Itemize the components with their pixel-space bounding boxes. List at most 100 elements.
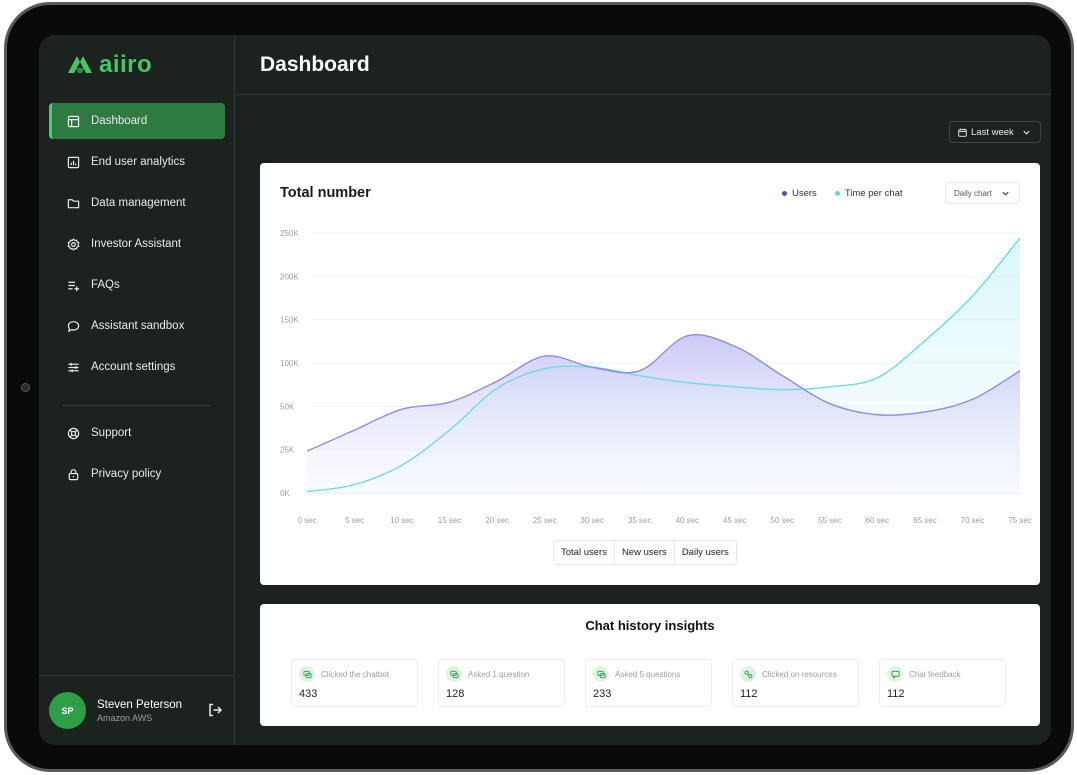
stat-value: 112	[887, 688, 905, 700]
chart-type-select[interactable]: Daily chart	[945, 182, 1020, 204]
sidebar-item-privacy-policy[interactable]: Privacy policy	[49, 456, 225, 492]
x-tick-label: 20 sec	[485, 516, 509, 525]
sidebar-item-support[interactable]: Support	[49, 415, 225, 451]
stat-value: 128	[446, 688, 465, 700]
lock-icon	[68, 468, 79, 480]
sidebar-item-label: FAQs	[91, 279, 120, 291]
y-tick-label: 250K	[280, 229, 299, 238]
x-tick-label: 60 sec	[866, 516, 890, 525]
link-icon	[740, 666, 756, 682]
area-users	[307, 334, 1020, 493]
chat-bubble-icon	[593, 666, 609, 682]
date-range-select[interactable]: Last week	[949, 121, 1041, 143]
chevron-down-icon	[1002, 191, 1009, 196]
sliders-icon	[68, 362, 79, 372]
folder-icon	[67, 198, 80, 208]
sidebar-item-label: Assistant sandbox	[91, 320, 185, 332]
x-tick-label: 65 sec	[913, 516, 937, 525]
legend-label: Users	[792, 188, 817, 199]
sidebar-nav: Dashboard End user analytics Data manage…	[49, 103, 225, 390]
stat-head: Asked 5 questions	[593, 666, 704, 682]
sidebar-item-account-settings[interactable]: Account settings	[49, 349, 225, 385]
feedback-icon	[887, 666, 903, 682]
top-bar: Dashboard	[236, 35, 1051, 95]
avatar[interactable]: SP	[49, 692, 86, 729]
sidebar-item-data-management[interactable]: Data management	[49, 185, 225, 221]
area-chart: 0K 25K 50K 100K 150K 200K 250K 0 sec 5 sec 10 sec…	[280, 229, 1032, 525]
stat-asked-1-question[interactable]: Asked 1 question 128	[438, 659, 565, 707]
tab-new-users[interactable]: New users	[614, 541, 675, 564]
chat-bubble-icon	[299, 666, 315, 682]
series-line-users	[306, 334, 1021, 452]
stat-head: Clicked the chatbot	[299, 666, 410, 682]
legend-item-time-per-chat[interactable]: Time per chat	[834, 188, 903, 199]
stat-chat-feedback[interactable]: Chat feedback 112	[879, 659, 1006, 707]
sidebar-item-dashboard[interactable]: Dashboard	[49, 103, 225, 139]
legend-dot-time-per-chat	[834, 191, 840, 196]
stat-label: Chat feedback	[909, 669, 961, 679]
camera-dot	[21, 383, 30, 392]
stat-clicked-resources[interactable]: Clicked on resources 112	[732, 659, 859, 707]
tab-total-users[interactable]: Total users	[554, 541, 615, 564]
x-tick-label: 50 sec	[771, 516, 795, 525]
chart-type-label: Daily chart	[954, 188, 992, 198]
logo[interactable]: aiiro	[67, 51, 152, 79]
x-tick-label: 35 sec	[628, 516, 652, 525]
calendar-icon	[958, 128, 967, 137]
y-tick-label: 0K	[280, 489, 290, 498]
x-tick-label: 0 sec	[297, 516, 316, 525]
sidebar-item-label: Dashboard	[91, 115, 148, 127]
x-tick-label: 75 sec	[1008, 516, 1032, 525]
chat-history-insights-card: Chat history insights Clicked the chatbo…	[260, 604, 1040, 726]
tab-daily-users[interactable]: Daily users	[674, 541, 736, 564]
logo-icon	[68, 56, 92, 73]
sidebar-item-end-user-analytics[interactable]: End user analytics	[49, 144, 225, 180]
stat-head: Chat feedback	[887, 666, 998, 682]
stat-head: Asked 1 question	[446, 666, 557, 682]
sidebar-item-label: Account settings	[91, 361, 176, 373]
x-tick-label: 10 sec	[390, 516, 414, 525]
chat-icon	[67, 320, 80, 332]
layout-icon	[67, 115, 80, 127]
y-tick-label: 25K	[280, 446, 295, 455]
x-tick-label: 25 sec	[533, 516, 557, 525]
chat-bubble-icon	[446, 666, 462, 682]
sidebar-item-label: Investor Assistant	[91, 238, 182, 250]
stat-value: 233	[593, 688, 612, 700]
sidebar-item-label: Data management	[91, 197, 186, 209]
stat-label: Asked 1 question	[468, 669, 530, 679]
sidebar-item-assistant-sandbox[interactable]: Assistant sandbox	[49, 308, 225, 344]
date-range-label: Last week	[971, 126, 1014, 138]
logo-text: aiiro	[99, 51, 153, 78]
sidebar-item-faqs[interactable]: FAQs	[49, 267, 225, 303]
sidebar-item-label: End user analytics	[91, 156, 185, 168]
sidebar-item-label: Support	[91, 427, 132, 439]
legend-label: Time per chat	[844, 188, 903, 199]
chart-icon	[67, 156, 80, 168]
logout-icon[interactable]	[207, 702, 223, 718]
lifebuoy-icon	[67, 427, 80, 439]
list-plus-icon	[68, 281, 80, 291]
sidebar-item-investor-assistant[interactable]: Investor Assistant	[49, 226, 225, 262]
user-org: Amazon AWS	[97, 712, 153, 723]
stat-asked-5-questions[interactable]: Asked 5 questions 233	[585, 659, 712, 707]
total-number-card: 0K 25K 50K 100K 150K 200K 250K 0 sec 5 sec 10 sec…	[260, 163, 1040, 585]
tablet-frame: aiiro Dashboard End user analytics Data …	[4, 2, 1074, 772]
legend-dot-users	[782, 191, 787, 196]
x-tick-label: 55 sec	[818, 516, 842, 525]
x-tick-label: 40 sec	[675, 516, 699, 525]
stat-value: 433	[299, 688, 318, 700]
user-type-tabs: Total users New users Daily users	[553, 540, 737, 565]
x-tick-label: 45 sec	[723, 516, 747, 525]
legend-item-users[interactable]: Users	[782, 188, 817, 199]
insights-title: Chat history insights	[585, 618, 715, 633]
stat-clicked-chatbot[interactable]: Clicked the chatbot 433	[291, 659, 418, 707]
chevron-down-icon	[1023, 130, 1030, 135]
series-line-time-per-chat	[306, 237, 1021, 493]
gear-icon	[67, 237, 80, 251]
y-tick-label: 150K	[280, 316, 299, 325]
y-tick-label: 50K	[280, 402, 295, 411]
stat-value: 112	[740, 688, 758, 700]
insight-stats: Clicked the chatbot 433 Asked 1 question…	[291, 659, 1006, 707]
x-tick-label: 70 sec	[961, 516, 985, 525]
